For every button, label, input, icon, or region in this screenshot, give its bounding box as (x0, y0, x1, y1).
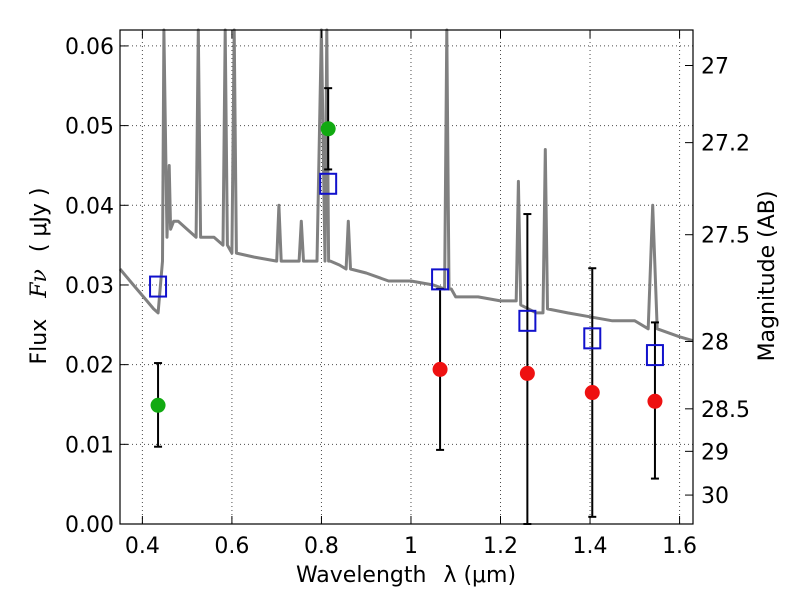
y-axis-unit: ( μJy ) (27, 187, 52, 252)
red-circle-point (519, 365, 535, 381)
blue-square-point (518, 309, 537, 332)
right-tick-label: 27 (701, 55, 729, 80)
right-axis-label: Magnitude (AB) (755, 191, 780, 362)
grid-lines (120, 30, 693, 524)
right-tick-label: 27.5 (701, 224, 750, 249)
x-tick-label: 1.6 (662, 534, 697, 559)
y-tick-label: 0.04 (65, 194, 114, 219)
y-tick-label: 0.06 (65, 35, 114, 60)
y-tick-label: 0.00 (65, 513, 114, 538)
model-spectrum (118, 28, 694, 343)
blue-square-point (149, 275, 168, 298)
y-axis-label: Flux Fν ( μJy ) (27, 187, 52, 364)
x-axis-symbol: λ (μm) (443, 563, 516, 588)
svg-text:Flux Fν ( μJy ): Flux Fν ( μJy ) (27, 187, 52, 364)
plot-frame (119, 29, 694, 525)
right-tick-label: 29 (701, 440, 729, 465)
x-axis-ticks: 0.4 0.6 0.8 1 1.2 1.4 1.6 (125, 30, 697, 559)
red-circle-point (647, 393, 663, 409)
x-tick-label: 0.8 (304, 534, 339, 559)
blue-square-point (431, 268, 450, 291)
x-tick-label: 0.6 (214, 534, 249, 559)
green-circle-point (320, 121, 336, 137)
data-markers (149, 121, 664, 413)
right-tick-label: 30 (701, 484, 729, 509)
right-tick-label: 28 (701, 330, 729, 355)
error-bars (154, 87, 659, 525)
right-tick-label: 28.5 (701, 398, 750, 423)
x-tick-label: 1 (404, 534, 418, 559)
blue-square-point (583, 327, 602, 350)
y-tick-label: 0.03 (65, 274, 114, 299)
blue-square-point (645, 344, 664, 367)
y-axis-ticks: 0.00 0.01 0.02 0.03 0.04 0.05 0.06 (65, 35, 128, 538)
red-circle-point (584, 385, 600, 401)
y-tick-label: 0.05 (65, 115, 114, 140)
red-circle-point (432, 361, 448, 377)
x-tick-label: 0.4 (125, 534, 160, 559)
y-tick-label: 0.02 (65, 354, 114, 379)
right-axis-ticks: 27 27.2 27.5 28 28.5 29 30 (685, 55, 750, 509)
blue-square-point (319, 172, 338, 195)
model-spectrum-line (118, 28, 694, 343)
x-tick-label: 1.4 (573, 534, 608, 559)
x-tick-label: 1.2 (483, 534, 518, 559)
right-tick-label: 27.2 (701, 132, 750, 157)
x-axis-label: Wavelength λ (μm) (296, 563, 516, 588)
y-axis-symbol: Fν (27, 269, 52, 299)
svg-text:Magnitude (AB): Magnitude (AB) (755, 191, 780, 362)
y-tick-label: 0.01 (65, 433, 114, 458)
green-circle-point (150, 397, 166, 413)
